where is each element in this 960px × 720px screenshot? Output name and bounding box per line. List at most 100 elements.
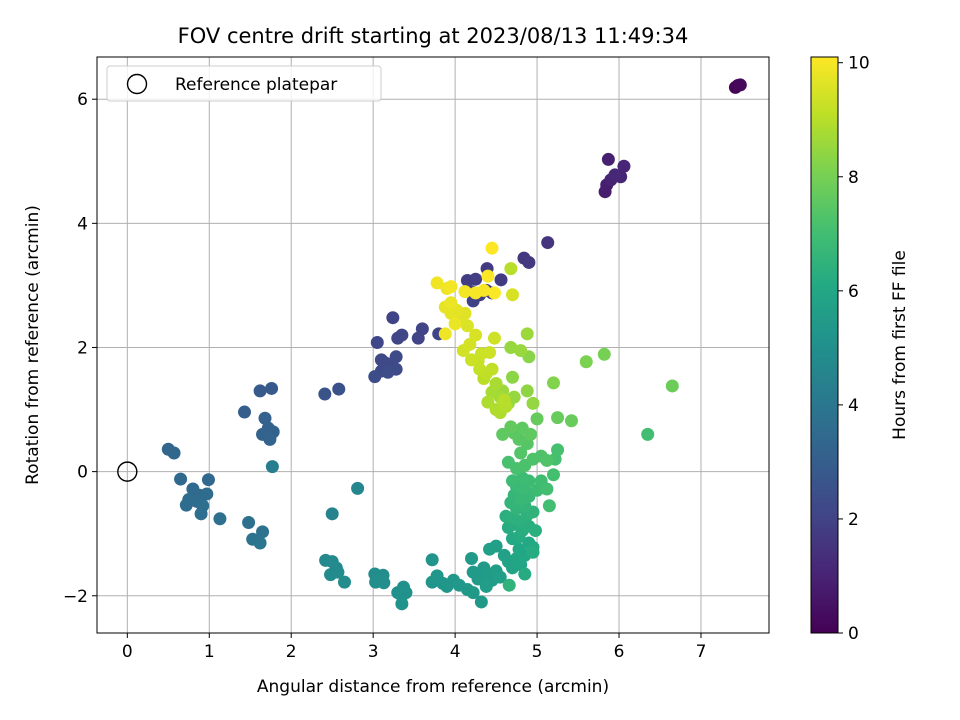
y-tick-label: 2 — [77, 338, 88, 358]
data-point — [377, 576, 391, 590]
data-point — [469, 272, 483, 286]
data-point — [665, 379, 679, 393]
data-point — [265, 381, 279, 395]
data-point — [479, 579, 493, 593]
data-point — [465, 552, 479, 566]
data-point — [265, 460, 279, 474]
data-point — [564, 414, 578, 428]
x-tick-label: 7 — [696, 642, 707, 662]
data-point — [466, 586, 480, 600]
data-point — [483, 345, 497, 359]
data-point — [465, 353, 479, 367]
data-point — [337, 575, 351, 589]
legend-entry-reference-platepar: Reference platepar — [175, 75, 337, 95]
data-point — [494, 273, 508, 287]
data-point — [318, 387, 332, 401]
data-point — [395, 597, 409, 611]
data-point — [167, 446, 181, 460]
data-point — [179, 498, 193, 512]
data-point — [546, 376, 560, 390]
legend-reference-marker — [126, 73, 148, 95]
data-point — [520, 384, 534, 398]
data-points — [161, 78, 747, 611]
data-point — [194, 507, 208, 521]
data-point — [540, 482, 554, 496]
data-point — [200, 487, 214, 501]
data-point — [370, 336, 384, 350]
data-point — [411, 331, 425, 345]
data-point — [469, 328, 483, 342]
data-point — [481, 269, 495, 283]
data-point — [505, 370, 519, 384]
colorbar-gradient — [810, 56, 839, 634]
colorbar-tick-label: 0 — [848, 624, 859, 644]
data-point — [489, 539, 503, 553]
data-point — [381, 365, 395, 379]
data-point — [448, 317, 462, 331]
data-point — [368, 370, 382, 384]
data-point — [444, 296, 458, 310]
data-point — [524, 427, 538, 441]
data-point — [540, 453, 554, 467]
data-point — [541, 236, 555, 250]
data-point — [477, 283, 491, 297]
data-point — [522, 255, 536, 269]
data-point — [530, 412, 544, 426]
colorbar-tick-label: 2 — [848, 510, 859, 530]
x-tick-label: 0 — [122, 642, 133, 662]
colorbar-tick-label: 8 — [848, 168, 859, 188]
legend: Reference platepar — [106, 65, 382, 102]
data-point — [325, 507, 339, 521]
data-point — [505, 288, 519, 302]
data-point — [444, 280, 458, 294]
y-tick-label: 6 — [77, 90, 88, 110]
data-point — [601, 152, 615, 166]
y-tick-label: −2 — [63, 587, 88, 607]
data-point — [332, 382, 346, 396]
x-tick-label: 3 — [368, 642, 379, 662]
data-point — [504, 262, 518, 276]
reference-platepar-marker — [117, 461, 138, 482]
data-point — [485, 241, 499, 255]
data-point — [497, 393, 511, 407]
data-point — [514, 344, 528, 358]
plot-frame — [96, 56, 770, 634]
data-point — [351, 481, 365, 495]
data-point — [641, 427, 655, 441]
x-tick-label: 6 — [614, 642, 625, 662]
data-point — [598, 185, 612, 199]
data-point — [174, 472, 188, 486]
data-point — [253, 384, 267, 398]
data-point — [463, 337, 477, 351]
data-point — [485, 362, 499, 376]
data-point — [522, 474, 536, 488]
data-point — [546, 468, 560, 482]
axes: 0 1 2 3 4 5 6 7 −2 0 2 4 6 — [63, 56, 770, 662]
data-point — [518, 567, 532, 581]
x-axis-label: Angular distance from reference (arcmin) — [257, 677, 609, 697]
data-point — [504, 420, 518, 434]
data-point — [487, 331, 501, 345]
data-point — [528, 524, 542, 538]
x-tick-label: 5 — [532, 642, 543, 662]
data-point — [504, 340, 518, 354]
data-point — [395, 328, 409, 342]
y-axis-label: Rotation from reference (arcmin) — [23, 205, 43, 485]
y-tick-label: 4 — [77, 214, 88, 234]
data-point — [505, 474, 519, 488]
colorbar-tick-label: 10 — [848, 54, 870, 74]
data-point — [263, 432, 277, 446]
colorbar-tick-label: 4 — [848, 396, 859, 416]
data-point — [213, 512, 227, 526]
data-point — [502, 578, 516, 592]
data-point — [458, 285, 472, 299]
data-point — [256, 525, 270, 539]
data-point — [551, 443, 565, 457]
data-point — [438, 327, 452, 341]
data-point — [430, 276, 444, 290]
data-point — [542, 499, 556, 513]
data-point — [399, 586, 413, 600]
y-tick-label: 0 — [77, 463, 88, 483]
data-point — [489, 376, 503, 390]
